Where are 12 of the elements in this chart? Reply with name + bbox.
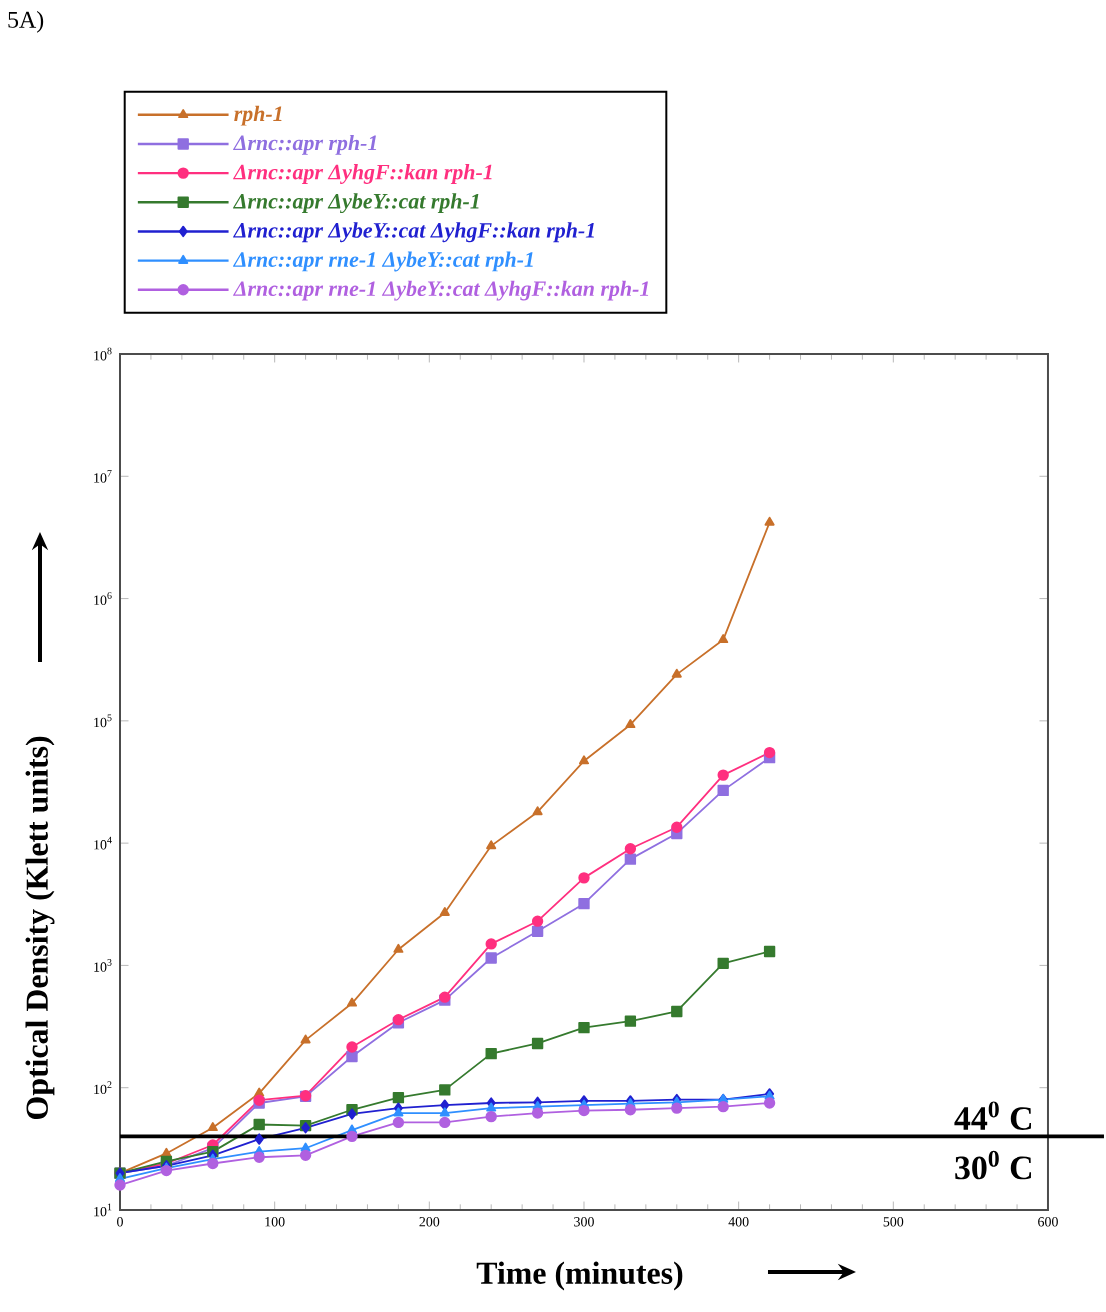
legend-label: Δrnc::apr ΔybeY::cat ΔyhgF::kan rph-1 <box>233 222 595 243</box>
ref-line-label: 44$^{0}$ C <box>954 1101 1032 1130</box>
x-axis-title: Time (minutes) <box>476 1261 683 1291</box>
legend-label: rph-1 <box>234 105 282 126</box>
legend-label: Δrnc::apr ΔyhgF::kan rph-1 <box>233 164 492 184</box>
legend-label: Δrnc::apr ΔybeY::cat rph-1 <box>233 193 479 214</box>
chart-title: 5A) <box>8 11 44 33</box>
legend-label: Δrnc::apr rne-1 ΔybeY::cat ΔyhgF::kan rph-1 <box>233 280 649 301</box>
y-axis-title: Optical Density (Klett units) <box>25 736 55 1120</box>
legend-label: Δrnc::apr rne-1 ΔybeY::cat rph-1 <box>233 251 533 272</box>
annotation: 30$^{0}$ C <box>955 1150 1032 1180</box>
legend-label: Δrnc::apr rph-1 <box>233 134 377 155</box>
